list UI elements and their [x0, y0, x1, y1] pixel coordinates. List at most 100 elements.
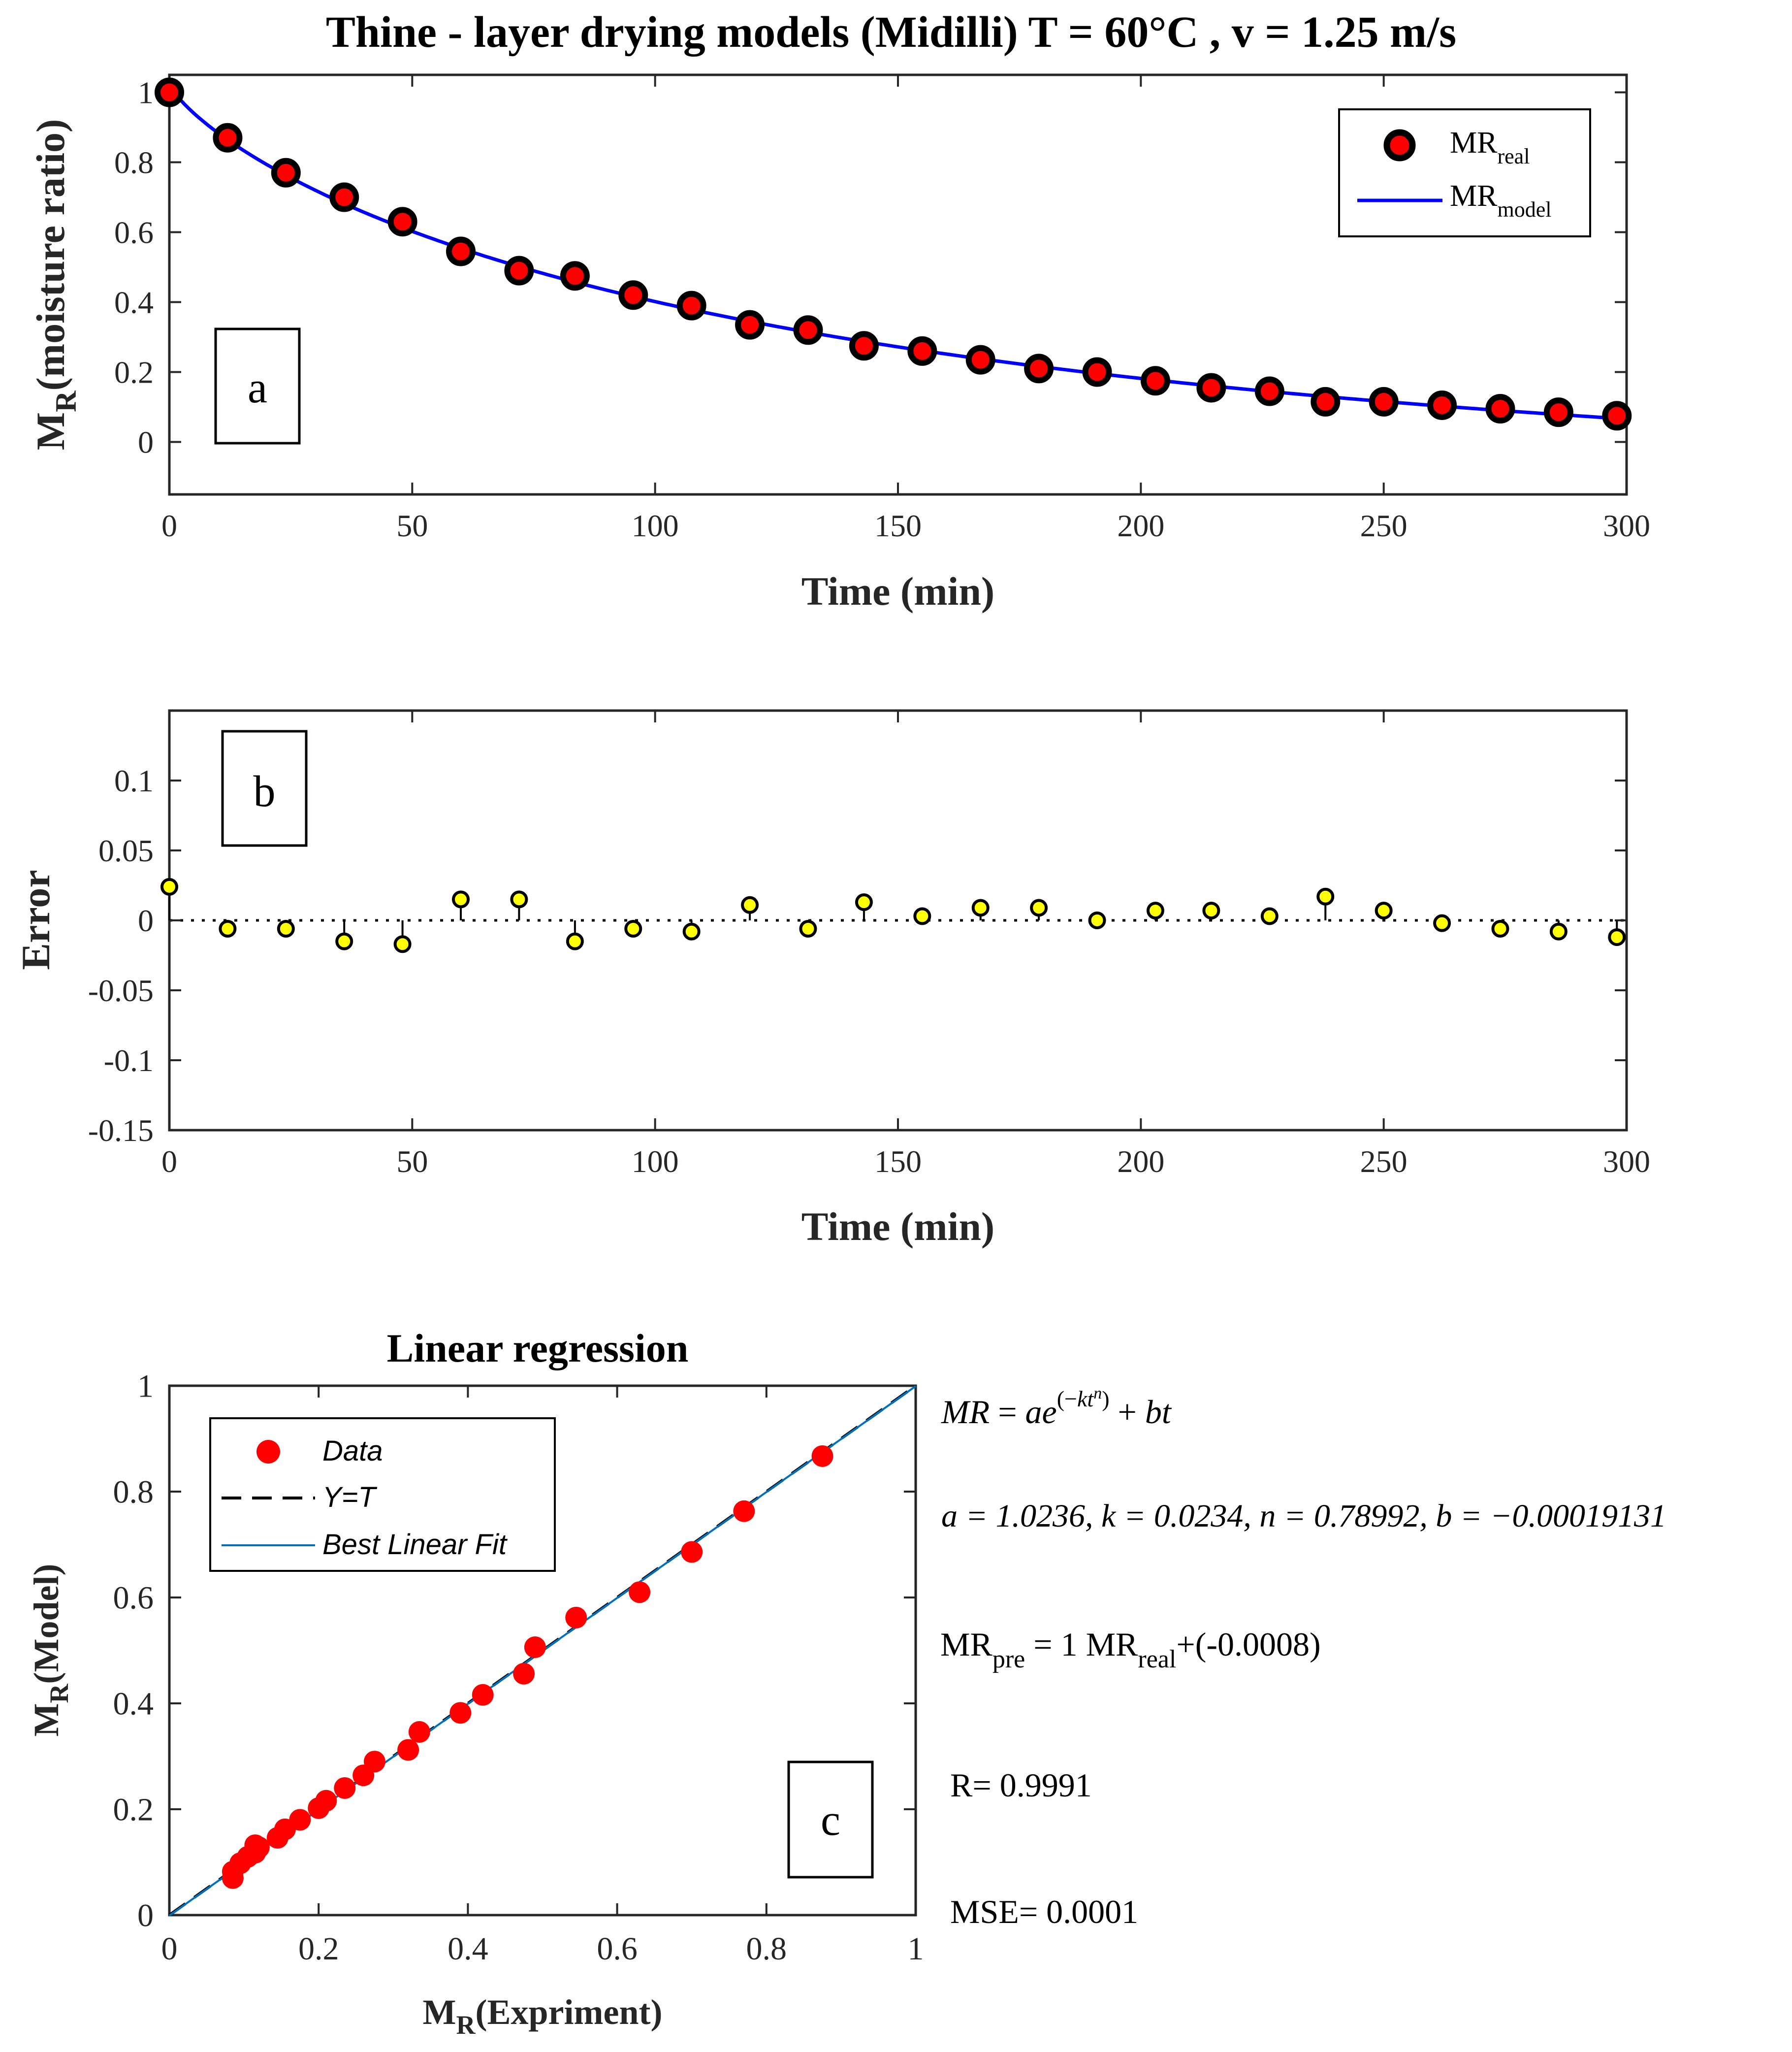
- panel-b-error-point: [682, 922, 701, 941]
- panel-b-error-point: [510, 890, 528, 909]
- panel-a-data-point: [1311, 387, 1341, 417]
- panel-a-data-point: [446, 236, 476, 266]
- panel-b-error-point: [1433, 914, 1451, 932]
- panel-c-ytick-label: 0: [137, 1897, 154, 1933]
- panel-b-ytick-label: -0.15: [88, 1113, 154, 1148]
- panel-a-xtick-label: 200: [1117, 508, 1164, 543]
- legend-model-label: MRmodel: [1450, 179, 1551, 222]
- model-params: a = 1.0236, k = 0.0234, n = 0.78992, b =…: [941, 1498, 1666, 1534]
- panel-a-xtick-label: 0: [161, 508, 177, 543]
- panel-c-legend: Data Y=T Best Linear Fit: [209, 1417, 556, 1572]
- panel-a-data-point: [1427, 390, 1457, 420]
- panel-b-error-point: [1549, 922, 1568, 941]
- legend-data-label: Data: [322, 1435, 383, 1467]
- panel-b-error-point: [1608, 928, 1626, 946]
- fit-equation: MRpre = 1 MRreal+(-0.0008): [940, 1626, 1321, 1673]
- panel-b-error-point: [1202, 902, 1220, 920]
- panel-b-error-point: [624, 920, 642, 938]
- panel-a-data-point: [155, 77, 184, 107]
- panel-b-xlabel: Time (min): [801, 1204, 995, 1249]
- panel-a-ticks: 0 50 100 150 200 250 300 0 0.2 0.4 0.6 0.8 1: [114, 75, 1650, 543]
- panel-a-legend-box: [1338, 108, 1591, 237]
- panel-b-error-point: [741, 896, 759, 914]
- panel-a-xtick-label: 250: [1360, 508, 1408, 543]
- panel-c-data-point: [408, 1721, 430, 1743]
- panel-b-ytick-label: 0.05: [98, 833, 154, 868]
- panel-a-ytick-label: 0.8: [114, 145, 154, 180]
- panel-a-data-point: [329, 182, 359, 212]
- panel-b-label: b: [254, 767, 276, 816]
- panel-c-data-point: [472, 1684, 494, 1706]
- panel-b-stems: [160, 878, 1626, 953]
- panel-a-data-point: [1369, 387, 1399, 417]
- panel-c-ticks: 0 0.2 0.4 0.6 0.8 1 0 0.2 0.4 0.6 0.8 1: [113, 1368, 924, 1967]
- panel-c-label: c: [821, 1796, 840, 1845]
- panel-c-data-point: [565, 1606, 587, 1629]
- panel-a-xtick-label: 50: [396, 508, 428, 543]
- legend-identity-label: Y=T: [322, 1481, 378, 1513]
- panel-c-xlabel: MR(Expriment): [423, 1992, 663, 2040]
- panel-a-data-point: [1543, 397, 1573, 427]
- panel-c-data-point: [629, 1581, 651, 1603]
- panel-b-ytick-label: -0.1: [104, 1043, 154, 1078]
- panel-b-error-point: [160, 878, 178, 896]
- panel-a-data-point: [618, 280, 648, 310]
- panel-c-xtick-label: 0.2: [298, 1931, 339, 1967]
- panel-a-ytick-label: 0: [138, 424, 154, 459]
- panel-b-error-point: [452, 890, 470, 909]
- panel-a-data-point: [907, 336, 937, 366]
- panel-c-data-point: [334, 1777, 356, 1799]
- panel-a-ytick-label: 0.2: [114, 355, 154, 390]
- panel-c-data-point: [248, 1836, 270, 1858]
- panel-c-data-point: [811, 1445, 833, 1467]
- mse-value: MSE= 0.0001: [950, 1893, 1138, 1930]
- panel-c-ylabel: MR(Model): [27, 1564, 74, 1737]
- panel-b-xtick-label: 300: [1603, 1144, 1650, 1179]
- panel-c-xtick-label: 0.8: [746, 1931, 787, 1967]
- r-value: R= 0.9991: [950, 1766, 1092, 1804]
- panel-a-data-point: [1140, 366, 1170, 396]
- panel-b-xtick-label: 200: [1117, 1144, 1164, 1179]
- panel-c-xtick-label: 1: [908, 1931, 924, 1967]
- legend-data-marker-icon: [256, 1440, 280, 1464]
- panel-a-ytick-label: 0.4: [114, 285, 154, 320]
- panel-a-legend: MRreal MRmodel: [1338, 108, 1591, 237]
- panel-a-xtick-label: 300: [1603, 508, 1650, 543]
- panel-c-data-point: [513, 1662, 535, 1685]
- panel-b-xtick-label: 0: [161, 1144, 177, 1179]
- legend-fit-label: Best Linear Fit: [322, 1529, 508, 1561]
- panel-a-xtick-label: 100: [632, 508, 679, 543]
- model-equation: MR = ae(−ktn) + bt: [941, 1384, 1172, 1431]
- panel-c: Linear regression 0 0.2 0.4 0.6 0.8 100.20.40…: [27, 1326, 924, 2040]
- panel-a-data-point: [213, 123, 243, 153]
- panel-b-error-point: [913, 907, 931, 925]
- panel-a-data-point: [1024, 354, 1054, 384]
- panel-b-xtick-label: 250: [1360, 1144, 1408, 1179]
- panel-a-data-point: [1196, 373, 1226, 403]
- panel-a-ytick-label: 0.6: [114, 215, 154, 250]
- panel-a-data-point: [387, 207, 417, 237]
- panel-c-ytick-label: 0.2: [113, 1791, 154, 1827]
- panel-b-error-point: [1375, 902, 1393, 920]
- panel-b-ytick-label: 0: [138, 903, 154, 938]
- panel-c-data-point: [308, 1797, 330, 1819]
- panel-a-data-point: [271, 158, 301, 188]
- panel-a-data-point: [676, 291, 706, 321]
- panel-c-ytick-label: 0.8: [113, 1474, 154, 1510]
- panel-a-markers: [155, 77, 1632, 431]
- panel-b-error-point: [393, 935, 412, 953]
- panel-b-error-point: [1030, 899, 1048, 917]
- panel-c-xtick-label: 0.4: [448, 1931, 488, 1967]
- panel-b-error-point: [1260, 907, 1279, 925]
- panel-a-data-point: [1254, 376, 1284, 406]
- panel-b-error-point: [799, 920, 817, 938]
- panel-a-data-point: [1082, 357, 1112, 387]
- panel-a-data-point: [504, 256, 534, 286]
- panel-b-error-point: [1491, 920, 1509, 938]
- panel-b-error-point: [335, 932, 353, 950]
- panel-a-data-point: [1485, 394, 1515, 424]
- panel-b-ylabel: Error: [13, 870, 58, 970]
- panel-a-ytick-label: 1: [138, 75, 154, 110]
- panel-b-xtick-label: 50: [396, 1144, 428, 1179]
